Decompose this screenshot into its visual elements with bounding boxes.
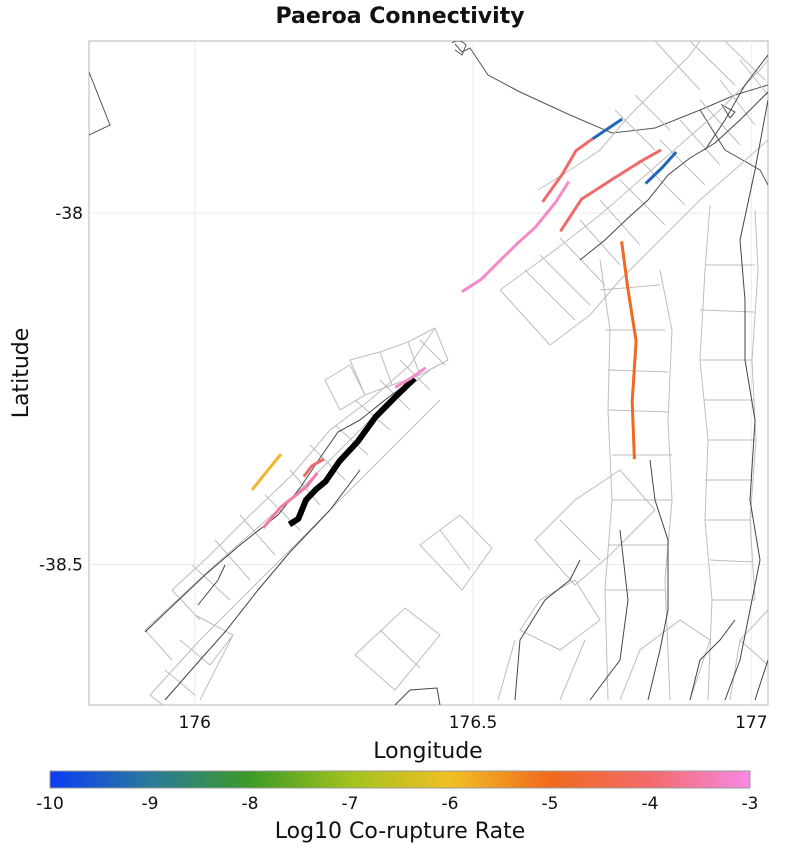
x-tick-label-2: 177: [735, 713, 767, 733]
x-tick-label-1: 176.5: [449, 713, 498, 733]
tiles-mid: [354, 514, 493, 691]
fault-trace-se: [689, 619, 768, 701]
tiles-east-column: [599, 204, 759, 701]
tiles-ne-top: [614, 41, 766, 151]
coastline-north: [454, 43, 768, 134]
colorbar-tick-label-5: -5: [542, 794, 559, 814]
y-axis-ticks: -38 -38.5: [39, 204, 83, 575]
colorbar-ticks: -10 -9 -8 -7 -6 -5 -4 -3: [36, 794, 758, 814]
fault-segment-segment-pink-b: [262, 472, 319, 529]
gridlines: [89, 41, 768, 705]
fault-segment-segment-yellow: [250, 453, 283, 491]
coastline-north-inlet: [451, 41, 467, 56]
y-tick-label-0: -38: [55, 204, 83, 224]
fault-segment-segment-coral-c: [559, 148, 662, 233]
fault-segment-paeroa: [287, 376, 417, 527]
fault-segment-segment-coral-b: [541, 137, 594, 203]
tiles-ne-band-3: [537, 41, 701, 191]
colorbar-tick-label-1: -9: [142, 794, 159, 814]
coastline-east: [699, 109, 768, 186]
y-tick-label-1: -38.5: [39, 555, 83, 575]
plot-frame: [88, 40, 769, 706]
background-fault-network: [89, 41, 768, 705]
fault-segment-segment-pink-a: [394, 366, 427, 389]
fault-trace-ne-2: [704, 54, 768, 151]
fault-segment-segment-coral-a: [302, 457, 325, 478]
fault-traces: [144, 54, 768, 705]
tiles-ne-band-2: [549, 139, 768, 346]
colorbar-tick-label-7: -3: [742, 794, 759, 814]
colorbar-tick-label-0: -10: [36, 794, 64, 814]
fault-trace-sw-3: [197, 564, 226, 606]
fault-trace-east: [647, 459, 669, 701]
coastline-north-west: [89, 71, 111, 136]
tiles-se: [497, 469, 768, 701]
tiles-band-sw-outer: [171, 327, 436, 591]
fault-trace-ne: [579, 91, 768, 261]
colorbar-label: Log10 Co-rupture Rate: [275, 819, 526, 844]
fault-segment-segment-blue-b: [644, 150, 678, 185]
coastline: [89, 41, 768, 186]
x-axis-label: Longitude: [373, 739, 482, 764]
x-tick-label-0: 176: [179, 713, 211, 733]
fault-trace-south-2: [394, 687, 441, 705]
colorbar: [49, 770, 751, 789]
chart-title: Paeroa Connectivity: [275, 4, 524, 29]
fault-trace-sw: [144, 384, 406, 633]
fault-segment-segment-blue-a: [591, 117, 624, 140]
colorbar-tick-label-3: -7: [342, 794, 359, 814]
fault-trace-east-3: [589, 529, 629, 701]
tiles-band-sw: [144, 359, 449, 631]
tiles-sw-boxes: [324, 327, 449, 411]
y-axis-label: Latitude: [9, 328, 34, 419]
fault-trace-south: [514, 559, 581, 701]
colorbar-tick-label-2: -8: [242, 794, 259, 814]
fault-segment-segment-pink-c: [461, 180, 571, 294]
x-axis-ticks: 176 176.5 177: [179, 713, 768, 733]
colorbar-tick-label-6: -4: [642, 794, 659, 814]
fault-trace-east-2: [724, 99, 768, 701]
fault-trace-sw-2: [164, 469, 361, 701]
tiles-band-sw-edge: [149, 399, 441, 696]
fault-segment-segment-orange: [620, 241, 638, 460]
colorbar-tick-label-4: -6: [442, 794, 459, 814]
coastline-bay: [720, 103, 736, 119]
co-rupture-segments: [250, 117, 678, 529]
